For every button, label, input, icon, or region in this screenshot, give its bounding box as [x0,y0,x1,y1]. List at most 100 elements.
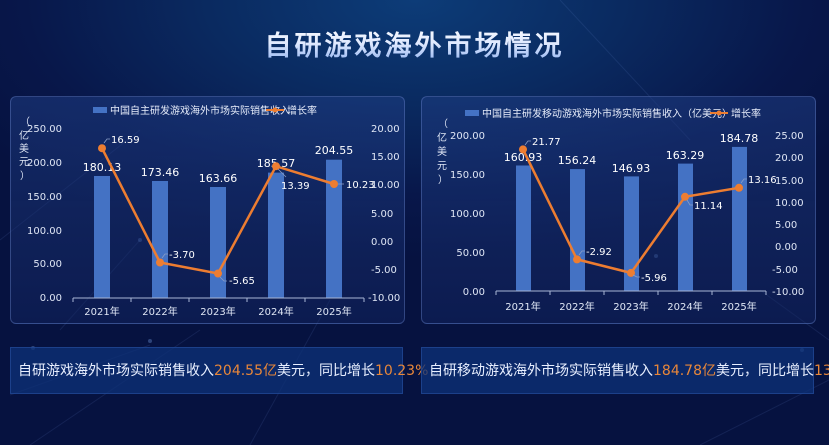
summary-revenue-value: 184.78亿 [653,363,716,379]
svg-text:173.46: 173.46 [141,166,180,179]
summary-growth-rate: 13.16% [814,363,829,379]
svg-text:-5.96: -5.96 [641,273,667,284]
growth-rate-line [519,145,743,277]
right-combo-chart: 中国自主研发移动游戏海外市场实际销售收入（亿美元） 增长率 （ 亿 美 元 ） … [437,107,804,313]
bar-2025 [732,146,747,291]
bar-2022 [152,181,168,298]
x-axis [495,290,767,295]
svg-text:50.00: 50.00 [456,248,485,259]
legend-bar-label: 中国自主研发游戏海外市场实际销售收入 [110,104,290,117]
svg-text:150.00: 150.00 [450,170,485,181]
svg-text:-2.92: -2.92 [586,247,612,258]
y-axis-unit: （ 亿 美 元 ） [437,118,448,186]
svg-text:11.14: 11.14 [694,201,723,212]
bar-series [94,159,342,298]
svg-text:10.00: 10.00 [371,180,400,191]
svg-text:163.66: 163.66 [199,172,238,185]
svg-text:2024年: 2024年 [667,300,702,313]
bar-2023 [624,176,639,291]
svg-text:0.00: 0.00 [463,287,485,298]
bar-value-labels: 160.93 156.24 146.93 163.29 184.78 [504,132,759,175]
bar-value-labels: 180.13 173.46 163.66 185.57 204.55 [83,144,354,185]
svg-text:16.59: 16.59 [111,135,140,146]
right-y-axis: 20.00 15.00 10.00 5.00 0.00 -5.00 -10.00 [368,124,400,304]
svg-text:250.00: 250.00 [27,124,62,135]
svg-text:180.13: 180.13 [83,161,122,174]
bar-2024 [268,172,284,298]
svg-text:0.00: 0.00 [775,242,797,253]
svg-text:200.00: 200.00 [27,158,62,169]
svg-text:156.24: 156.24 [558,154,597,167]
left-chart-panel: 中国自主研发游戏海外市场实际销售收入 增长率 （ 亿 美 元 ） 250.00 … [10,96,405,324]
line-label-leaders [103,138,344,282]
svg-text:元: 元 [437,161,447,172]
svg-text:10.23: 10.23 [346,180,375,191]
legend-line-label: 增长率 [287,104,317,117]
svg-text:0.00: 0.00 [40,293,62,304]
svg-text:100.00: 100.00 [27,226,62,237]
svg-text:25.00: 25.00 [775,131,804,142]
line-label-leaders [524,140,747,278]
svg-text:163.29: 163.29 [666,149,705,162]
svg-text:美: 美 [19,142,29,155]
growth-rate-line [98,144,338,278]
svg-text:0.00: 0.00 [371,237,393,248]
summary-text: 自研游戏海外市场实际销售收入 [18,363,214,379]
svg-text:10.00: 10.00 [775,198,804,209]
svg-text:2021年: 2021年 [505,300,540,313]
bar-2023 [210,187,226,298]
svg-text:50.00: 50.00 [33,259,62,270]
left-y-axis: 250.00 200.00 150.00 100.00 50.00 0.00 [27,124,62,304]
y-axis-unit: （ 亿 美 元 ） [19,116,30,182]
bar-2021 [516,165,531,291]
svg-text:200.00: 200.00 [450,131,485,142]
svg-text:20.00: 20.00 [371,124,400,135]
legend-bar-swatch [93,107,107,113]
svg-text:184.78: 184.78 [720,132,759,145]
svg-text:15.00: 15.00 [371,152,400,163]
svg-text:13.16: 13.16 [748,175,777,186]
bar-2024 [678,163,693,291]
bar-2025 [326,159,342,298]
svg-text:100.00: 100.00 [450,209,485,220]
svg-text:-5.00: -5.00 [772,265,798,276]
summary-text: 自研移动游戏海外市场实际销售收入 [429,363,653,379]
right-y-axis: 25.00 20.00 15.00 10.00 5.00 0.00 -5.00 … [772,131,804,298]
svg-text:204.55: 204.55 [315,144,354,157]
svg-text:（: （ [20,116,30,128]
svg-text:146.93: 146.93 [612,162,651,175]
svg-text:20.00: 20.00 [775,153,804,164]
svg-text:）: ） [438,174,448,186]
x-axis-labels: 2021年 2022年 2023年 2024年 2025年 [84,305,351,318]
svg-text:美: 美 [437,145,447,158]
legend-line-label: 增长率 [731,107,761,120]
svg-text:元: 元 [19,157,29,168]
line-value-labels: 16.59 -3.70 -5.65 13.39 10.23 [111,135,375,287]
summary-growth-rate: 10.23% [375,363,429,379]
svg-text:-5.65: -5.65 [229,276,255,287]
legend-bar-label: 中国自主研发移动游戏海外市场实际销售收入（亿美元） [482,107,732,120]
svg-text:2023年: 2023年 [200,305,235,318]
svg-text:13.39: 13.39 [281,181,310,192]
svg-text:5.00: 5.00 [371,209,393,220]
left-y-axis: 200.00 150.00 100.00 50.00 0.00 [450,131,485,298]
svg-text:-3.70: -3.70 [169,250,195,261]
svg-text:2025年: 2025年 [316,305,351,318]
summary-revenue-value: 204.55亿 [214,363,277,379]
svg-text:21.77: 21.77 [532,137,561,148]
bar-2022 [570,169,585,291]
svg-text:2021年: 2021年 [84,305,119,318]
right-chart-panel: 中国自主研发移动游戏海外市场实际销售收入（亿美元） 增长率 （ 亿 美 元 ） … [421,96,816,324]
svg-text:2023年: 2023年 [613,300,648,313]
x-axis [72,297,365,302]
svg-text:-10.00: -10.00 [368,293,400,304]
legend-bar-swatch [465,110,479,116]
svg-text:2025年: 2025年 [721,300,756,313]
svg-text:（: （ [438,118,448,130]
left-summary: 自研游戏海外市场实际销售收入204.55亿美元，同比增长10.23% 。 [10,347,447,394]
svg-text:160.93: 160.93 [504,151,543,164]
svg-text:2024年: 2024年 [258,305,293,318]
svg-text:）: ） [20,170,30,182]
svg-text:2022年: 2022年 [142,305,177,318]
svg-text:15.00: 15.00 [775,176,804,187]
